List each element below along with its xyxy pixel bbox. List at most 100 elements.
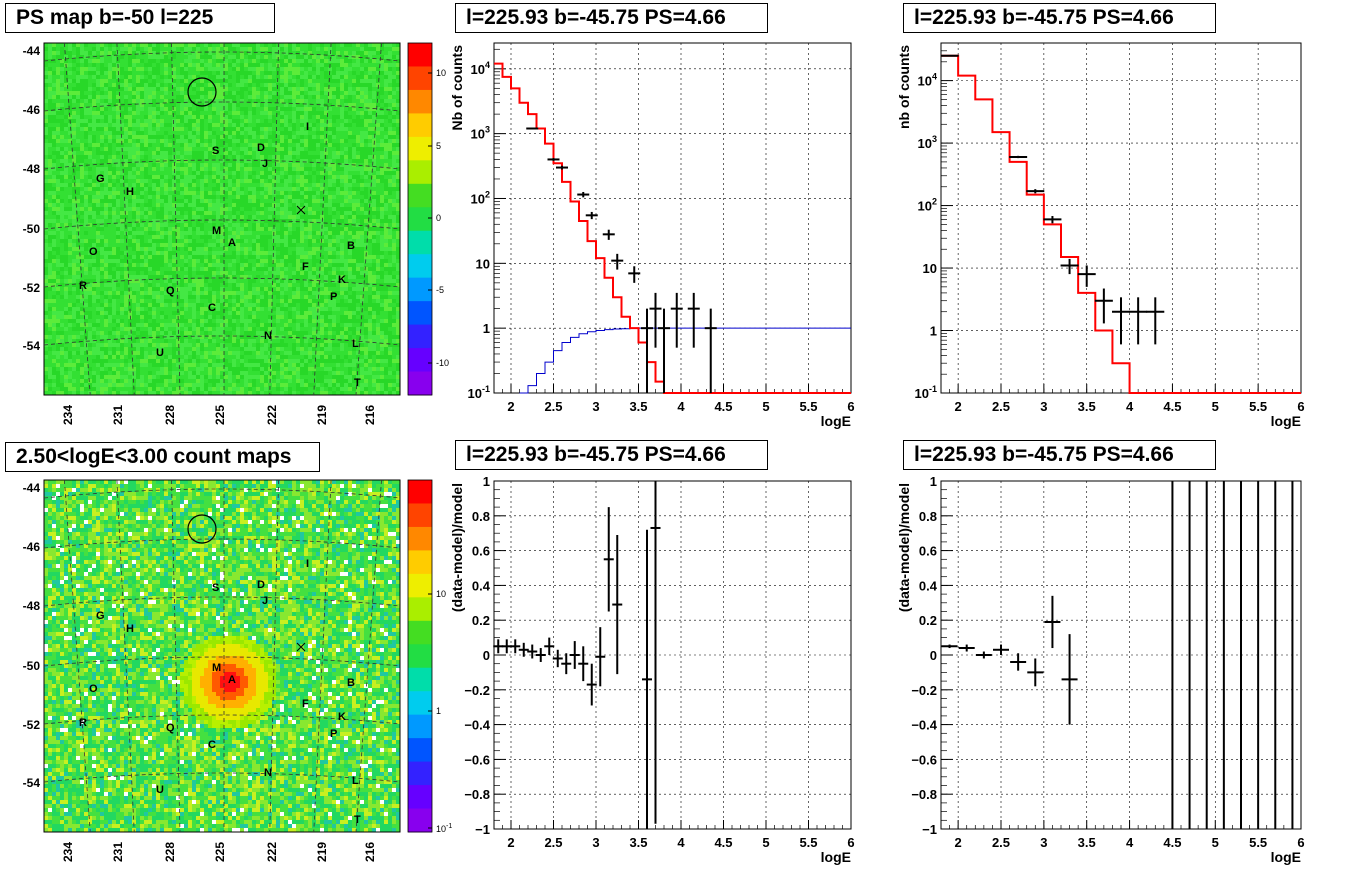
- source-label-U: U: [156, 784, 164, 796]
- residual-point: [544, 637, 555, 655]
- colorbar-band: [408, 691, 432, 716]
- longitude-line: [171, 479, 181, 833]
- colorbar-band: [408, 480, 432, 504]
- colorbar-band: [408, 738, 432, 763]
- latitude-line: [43, 596, 401, 607]
- y-tick-label: 10-1: [468, 384, 490, 401]
- y-tick-label: 0.4: [919, 578, 938, 593]
- source-label-S: S: [212, 145, 219, 157]
- latitude-line: [43, 538, 401, 549]
- source-label-L: L: [352, 775, 359, 787]
- map-title-counts: 2.50<logE<3.00 count maps: [5, 442, 320, 472]
- data-point: [611, 253, 624, 270]
- colorbar-band: [408, 89, 432, 114]
- lat-tick-label: -54: [23, 776, 41, 790]
- colorbar-band: [408, 644, 432, 669]
- x-tick-label: 3: [592, 835, 599, 850]
- y-tick-label: 102: [918, 197, 937, 214]
- y-tick-label: 103: [471, 125, 490, 142]
- y-axis-label: (data-model)/model: [449, 483, 465, 612]
- data-point: [670, 292, 683, 348]
- residual-point: [552, 649, 563, 668]
- source-label-M: M: [212, 662, 221, 674]
- lat-tick-label: -46: [23, 540, 41, 554]
- lon-tick-label: 228: [163, 842, 177, 862]
- y-tick-label: 102: [471, 189, 490, 206]
- data-point: [577, 191, 590, 198]
- lat-tick-label: -54: [23, 339, 41, 353]
- x-axis-label: logE: [821, 413, 851, 429]
- y-axis-label: Nb of counts: [449, 45, 465, 131]
- map-title-significance: PS map b=-50 l=225: [5, 3, 275, 33]
- map-frame: [43, 42, 401, 396]
- x-tick-label: 4.5: [714, 835, 732, 850]
- y-tick-label: 0.4: [472, 578, 491, 593]
- source-label-A: A: [228, 674, 236, 686]
- residual-point: [1061, 634, 1078, 725]
- x-tick-label: 4.5: [1163, 399, 1181, 414]
- longitude-line: [269, 479, 279, 833]
- y-tick-label: 0.8: [919, 509, 937, 524]
- data-point: [704, 308, 717, 393]
- latitude-line: [43, 277, 401, 288]
- data-point: [1009, 155, 1028, 159]
- data-point: [628, 266, 641, 283]
- colorbar-band: [408, 785, 432, 810]
- lat-tick-label: -48: [23, 599, 41, 613]
- residual-point: [975, 651, 992, 659]
- source-label-P: P: [330, 291, 337, 303]
- colorbar-tick-label: -5: [436, 285, 444, 295]
- x-tick-label: 2: [507, 835, 514, 850]
- colorbar-frame: [407, 42, 433, 396]
- residual-point: [958, 644, 975, 652]
- lat-tick-label: -48: [23, 162, 41, 176]
- source-label-G: G: [96, 610, 105, 622]
- residual-point: [1027, 658, 1044, 687]
- colorbar-band: [408, 324, 432, 349]
- colorbar-band: [408, 573, 432, 598]
- latitude-line: [43, 656, 401, 667]
- source-label-N: N: [264, 330, 272, 342]
- colorbar-band: [408, 550, 432, 575]
- source-label-N: N: [264, 767, 272, 779]
- colorbar-band: [408, 714, 432, 739]
- longitude-line: [269, 42, 279, 396]
- data-point: [1129, 297, 1148, 345]
- data-point: [547, 158, 560, 161]
- colorbar-tick-label: 0: [436, 213, 441, 223]
- chart-1: 2 2.5 3 3.5 4 4.5 5 5.5 610410310210110-1logEnb …: [896, 42, 1305, 429]
- data-point: [585, 211, 598, 220]
- data-point: [1146, 297, 1165, 345]
- lat-tick-label: -44: [23, 44, 41, 58]
- colorbar-band: [408, 371, 432, 396]
- source-label-O: O: [89, 683, 98, 695]
- x-tick-label: 4.5: [1163, 835, 1181, 850]
- colorbar-band: [408, 183, 432, 208]
- colorbar-tick-label: 10-1: [436, 823, 452, 834]
- model-histogram: [941, 54, 1301, 394]
- x-tick-label: 2: [507, 399, 514, 414]
- residual-point: [1044, 595, 1061, 649]
- source-label-B: B: [347, 677, 355, 689]
- colorbar-tick-label: -10: [436, 358, 449, 368]
- y-tick-label: −0.8: [464, 787, 490, 802]
- residual-point: [603, 507, 614, 612]
- y-tick-label: −1: [922, 822, 937, 837]
- longitude-line: [116, 479, 135, 833]
- longitude-line: [355, 42, 382, 396]
- lon-tick-label: 231: [111, 842, 125, 862]
- data-point: [1060, 258, 1079, 275]
- spectrum-title: l=225.93 b=-45.75 PS=4.66: [455, 3, 768, 33]
- x-axis-label: logE: [821, 849, 851, 865]
- colorbar-band: [408, 503, 432, 528]
- y-tick-label: 1: [483, 474, 490, 489]
- residual-point: [527, 644, 538, 659]
- x-tick-label: 6: [847, 399, 854, 414]
- lon-tick-label: 219: [315, 842, 329, 862]
- residual-point: [595, 627, 606, 687]
- source-label-H: H: [126, 623, 134, 635]
- residual-point: [493, 639, 504, 654]
- lon-tick-label: 222: [265, 842, 279, 862]
- y-tick-label: 0.2: [919, 613, 937, 628]
- y-tick-label: 10: [923, 261, 937, 276]
